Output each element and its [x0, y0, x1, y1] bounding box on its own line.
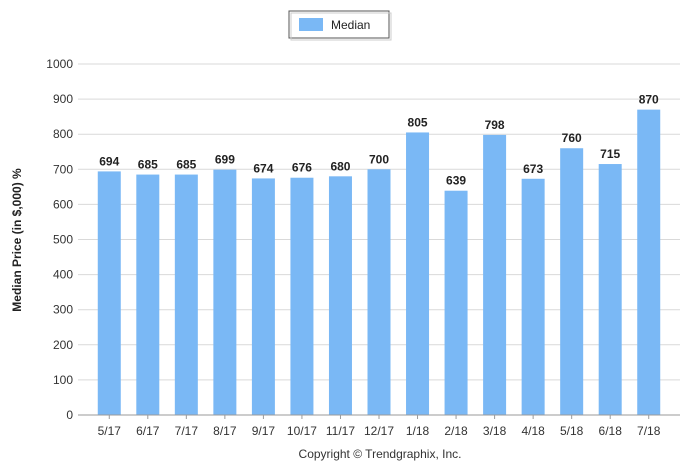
bar [598, 164, 622, 415]
bar [521, 178, 545, 415]
bar [560, 148, 584, 416]
data-label: 798 [485, 118, 505, 132]
data-label: 639 [446, 174, 466, 188]
y-tick-label: 0 [66, 408, 73, 422]
x-tick-label: 12/17 [364, 424, 394, 438]
data-label: 760 [562, 131, 582, 145]
data-label: 685 [138, 158, 158, 172]
legend-swatch [299, 18, 323, 31]
data-labels: 694 685 685 699 674 676 680 700 805 639 798 673 760 7… [99, 93, 659, 188]
y-tick-label: 700 [53, 162, 73, 176]
legend-shadow [290, 12, 392, 41]
bars [97, 109, 661, 416]
x-tick-label: 6/18 [599, 424, 623, 438]
y-tick-label: 600 [53, 197, 73, 211]
x-tick-label: 2/18 [444, 424, 468, 438]
y-tick-label: 400 [53, 268, 73, 282]
data-label: 700 [369, 152, 389, 166]
bar [174, 174, 198, 415]
x-tick-label: 11/17 [326, 424, 355, 438]
bar [97, 171, 121, 415]
bar [637, 109, 661, 415]
copyright-footer: Copyright © Trendgraphix, Inc. [299, 447, 462, 461]
data-label: 674 [253, 161, 273, 175]
x-tick-label: 4/18 [521, 424, 545, 438]
bar [290, 177, 314, 415]
x-tick-label: 6/17 [136, 424, 160, 438]
data-label: 699 [215, 153, 235, 167]
data-label: 694 [99, 154, 119, 168]
x-tick-label: 1/18 [406, 424, 430, 438]
x-axis-ticks: 5/17 6/17 7/17 8/17 9/17 10/17 11/17 12/17 1/18 2… [98, 415, 661, 438]
y-tick-label: 800 [53, 127, 73, 141]
bar [136, 174, 160, 415]
legend: Median [288, 10, 392, 41]
data-label: 685 [176, 158, 196, 172]
bar [213, 169, 237, 415]
legend-label: Median [331, 18, 370, 32]
data-label: 676 [292, 161, 312, 175]
data-label: 715 [600, 147, 620, 161]
data-label: 805 [408, 115, 428, 129]
x-tick-label: 7/18 [637, 424, 661, 438]
x-tick-label: 5/17 [98, 424, 122, 438]
y-tick-label: 1000 [46, 57, 73, 71]
data-label: 673 [523, 162, 543, 176]
bar [328, 176, 352, 415]
x-tick-label: 9/17 [252, 424, 276, 438]
x-tick-label: 7/17 [175, 424, 199, 438]
bar [406, 132, 430, 415]
y-axis-label: Median Price (in $,000) % [10, 168, 24, 312]
data-label: 680 [330, 159, 350, 173]
y-tick-label: 500 [53, 233, 73, 247]
y-tick-label: 300 [53, 303, 73, 317]
y-tick-label: 200 [53, 338, 73, 352]
bar [367, 169, 391, 415]
y-axis-ticks: 0 100 200 300 400 500 600 700 800 900 1000 [46, 57, 73, 422]
x-tick-label: 8/17 [213, 424, 237, 438]
x-tick-label: 5/18 [560, 424, 584, 438]
data-label: 870 [639, 93, 659, 107]
x-tick-label: 3/18 [483, 424, 507, 438]
y-tick-label: 100 [53, 373, 73, 387]
bar [251, 178, 275, 415]
x-tick-label: 10/17 [287, 424, 317, 438]
y-tick-label: 900 [53, 92, 73, 106]
bar [483, 134, 507, 416]
bar [444, 190, 468, 415]
